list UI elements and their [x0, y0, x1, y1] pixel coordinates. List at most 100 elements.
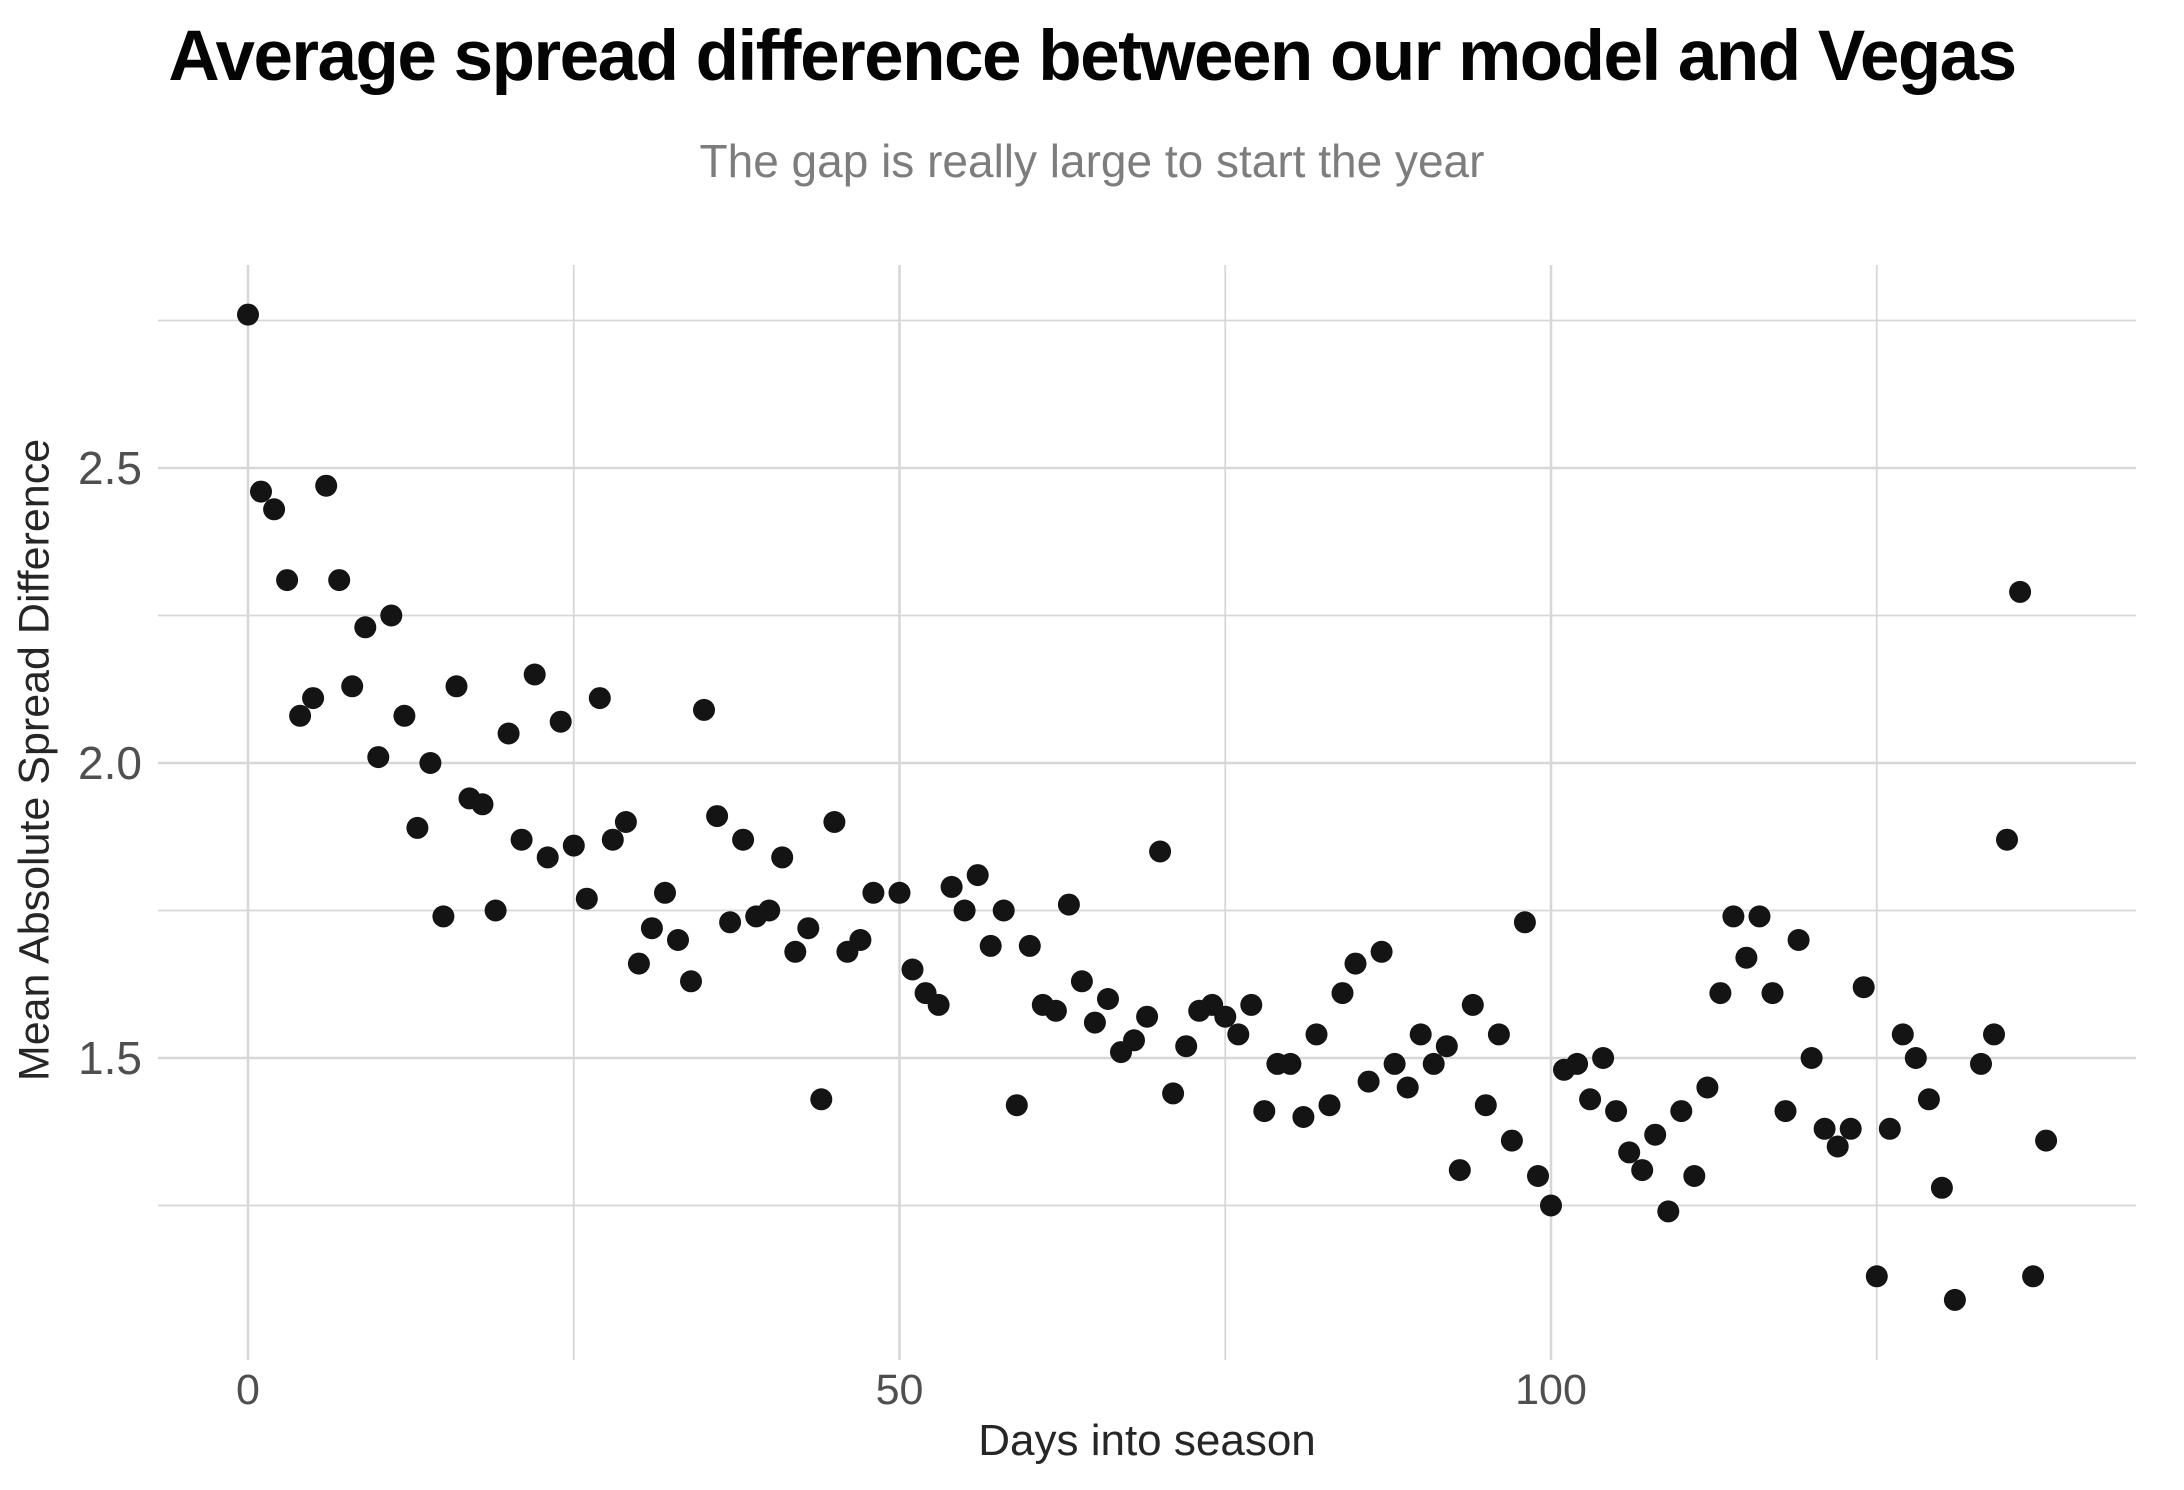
data-point	[1083, 1011, 1106, 1034]
data-point	[1852, 976, 1875, 999]
data-point	[1070, 970, 1093, 993]
data-point	[693, 698, 715, 721]
data-point	[706, 805, 729, 828]
data-point	[302, 687, 325, 710]
data-point	[1579, 1088, 1602, 1111]
data-point	[1813, 1117, 1836, 1140]
data-point	[2022, 1265, 2045, 1288]
data-point	[2035, 1129, 2058, 1152]
data-point	[1318, 1094, 1341, 1117]
chart-title: Average spread difference between our mo…	[168, 17, 2017, 96]
y-axis-tick-labels: 2.5 2.0 1.5	[78, 442, 142, 1084]
data-point	[1487, 1023, 1510, 1046]
data-point	[562, 834, 585, 857]
data-point	[1500, 1129, 1523, 1152]
data-point	[654, 881, 676, 904]
data-point	[237, 303, 259, 326]
data-point	[1904, 1047, 1927, 1069]
data-point	[445, 675, 468, 698]
data-point	[1917, 1088, 1940, 1111]
data-point	[263, 498, 286, 521]
data-point	[1930, 1176, 1953, 1199]
data-point	[1123, 1029, 1145, 1052]
data-point	[1839, 1117, 1862, 1140]
data-point	[771, 846, 794, 869]
data-point	[1566, 1052, 1589, 1075]
data-point	[1683, 1165, 1706, 1187]
gridlines-major	[158, 265, 2136, 1360]
data-point	[614, 811, 637, 833]
data-point	[1396, 1076, 1419, 1099]
x-tick-label: 50	[876, 1366, 924, 1414]
data-point	[419, 752, 442, 774]
data-point	[1409, 1023, 1432, 1046]
data-point	[1253, 1100, 1276, 1123]
data-point	[1527, 1165, 1549, 1187]
data-point	[1044, 999, 1067, 1022]
data-point	[758, 899, 781, 922]
data-point	[797, 917, 820, 940]
data-point	[888, 881, 911, 904]
data-point	[784, 940, 807, 963]
data-point	[1761, 982, 1784, 1005]
data-point	[484, 899, 507, 922]
data-point	[471, 793, 494, 816]
data-point	[1983, 1023, 2005, 1046]
data-point	[1474, 1094, 1497, 1117]
data-point	[601, 828, 624, 851]
data-point	[1787, 929, 1810, 951]
data-point	[1162, 1082, 1185, 1105]
data-point	[1670, 1100, 1693, 1123]
data-point	[1057, 893, 1080, 916]
y-tick-label: 1.5	[78, 1032, 142, 1084]
y-tick-label: 2.5	[78, 442, 142, 494]
data-point	[1279, 1052, 1302, 1075]
chart-subtitle: The gap is really large to start the yea…	[699, 135, 1485, 187]
data-point	[719, 911, 742, 934]
data-point	[992, 899, 1015, 922]
data-point	[953, 899, 976, 922]
data-point	[276, 569, 299, 592]
data-point	[1214, 1005, 1237, 1028]
data-point	[289, 704, 312, 727]
data-point	[849, 929, 872, 951]
data-point	[1970, 1052, 1992, 1075]
data-point	[380, 604, 403, 627]
data-point	[497, 722, 520, 745]
data-point	[1344, 952, 1367, 975]
data-point	[1357, 1070, 1380, 1093]
x-tick-label: 100	[1515, 1366, 1587, 1414]
data-point	[575, 887, 598, 910]
data-point	[1005, 1094, 1028, 1117]
data-point	[640, 917, 663, 940]
data-point	[1878, 1117, 1901, 1140]
data-point	[536, 846, 559, 869]
data-point	[1422, 1052, 1445, 1075]
data-point	[1448, 1159, 1471, 1182]
data-point	[1331, 982, 1354, 1005]
data-point	[354, 616, 377, 639]
data-point	[328, 569, 351, 592]
data-point	[1722, 905, 1745, 928]
y-axis-title: Mean Absolute Spread Difference	[10, 438, 59, 1082]
data-point	[966, 864, 989, 887]
data-point	[250, 480, 272, 503]
data-point	[315, 474, 338, 497]
data-point	[406, 816, 429, 839]
data-point	[1018, 934, 1041, 957]
data-point	[940, 875, 963, 898]
data-point	[680, 970, 702, 993]
data-point	[1800, 1047, 1823, 1069]
data-point	[1592, 1047, 1615, 1069]
data-point	[1696, 1076, 1719, 1099]
data-point	[1618, 1141, 1641, 1164]
data-point	[1605, 1100, 1628, 1123]
data-point	[1735, 946, 1758, 969]
data-point	[588, 687, 611, 710]
x-axis-title: Days into season	[978, 1416, 1316, 1465]
data-point	[1774, 1100, 1797, 1123]
data-point	[1461, 993, 1484, 1016]
data-point	[549, 710, 572, 733]
